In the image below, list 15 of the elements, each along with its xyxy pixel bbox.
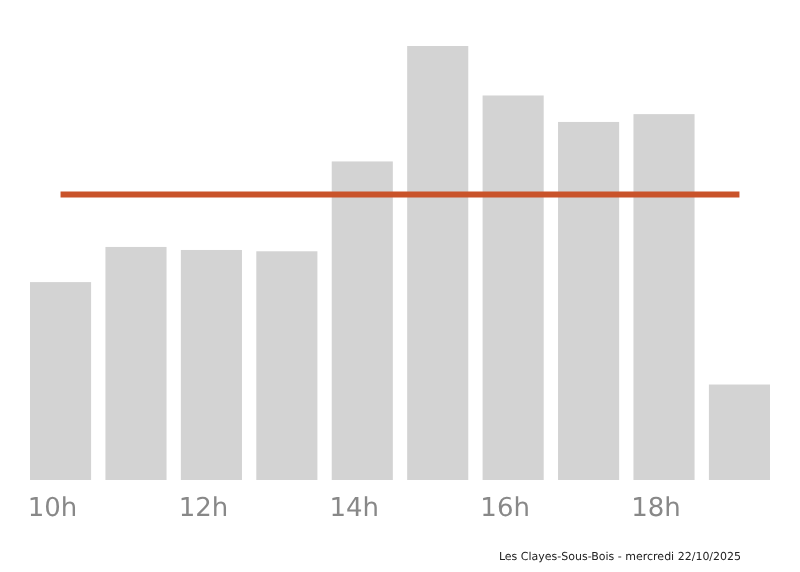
bar xyxy=(30,282,92,480)
bar xyxy=(105,246,167,480)
x-tick-label: 10h xyxy=(27,494,78,525)
bar xyxy=(558,121,620,480)
bar xyxy=(407,46,469,480)
bar xyxy=(633,114,695,480)
bar xyxy=(482,95,544,480)
x-tick-label: 14h xyxy=(329,494,380,525)
bar xyxy=(180,249,242,480)
bar xyxy=(256,251,318,480)
bar xyxy=(331,161,393,480)
bar xyxy=(708,384,770,480)
x-tick-label: 18h xyxy=(631,494,681,525)
x-tick-label: 16h xyxy=(480,494,530,525)
x-tick-label: 12h xyxy=(178,494,229,525)
